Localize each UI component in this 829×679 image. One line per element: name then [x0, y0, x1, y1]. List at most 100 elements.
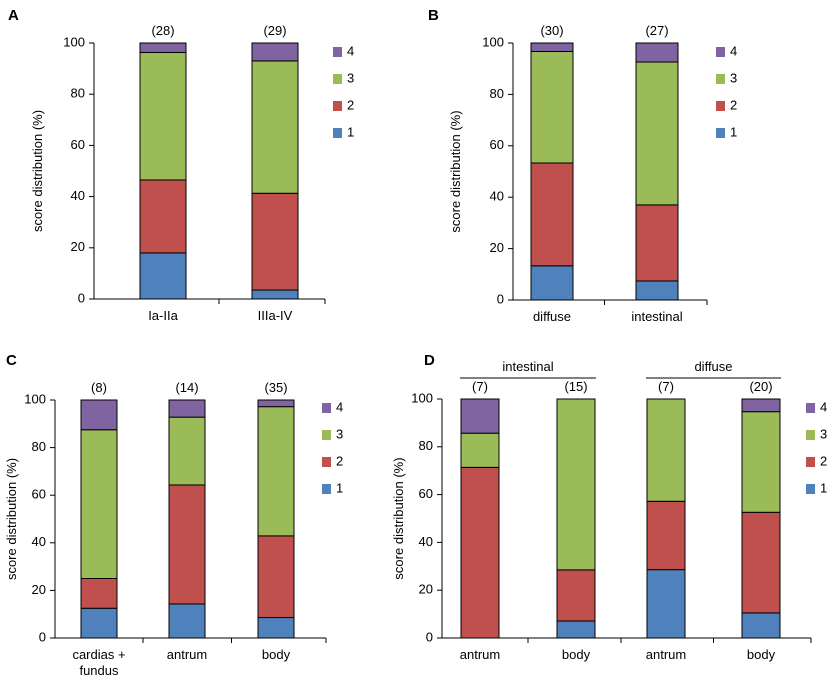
y-tick-label: 20: [419, 582, 433, 597]
legend-swatch-4: [716, 47, 725, 57]
legend-label: 3: [820, 426, 827, 441]
legend-swatch-2: [806, 457, 815, 467]
y-tick-label: 40: [419, 534, 433, 549]
y-tick-label: 20: [71, 239, 85, 254]
bar-segment-score-2: [139, 179, 187, 254]
x-tick-label: antrum: [460, 647, 500, 662]
bar-segment-score-1: [139, 252, 187, 300]
legend-swatch-4: [806, 403, 815, 413]
bar-segment-score-4: [635, 42, 679, 63]
y-axis-label: score distribution (%): [448, 110, 463, 232]
legend-swatch-3: [806, 430, 815, 440]
y-tick-label: 0: [78, 290, 85, 305]
y-tick-label: 80: [32, 439, 46, 454]
bar-segment-score-3: [460, 432, 500, 468]
legend-label: 1: [336, 480, 343, 495]
legend-label: 1: [347, 124, 354, 139]
bar-count-label: (29): [263, 23, 286, 38]
bar-segment-score-2: [168, 484, 206, 605]
y-tick-label: 80: [490, 86, 504, 101]
legend-swatch-3: [333, 74, 342, 84]
legend-label: 4: [820, 399, 827, 414]
x-tick-label: Ia-IIa: [148, 308, 178, 323]
x-tick-label: intestinal: [631, 309, 682, 324]
bar-segment-score-3: [257, 406, 295, 537]
bar-segment-score-2: [646, 500, 686, 571]
bar-segment-score-3: [251, 60, 299, 194]
bar-count-label: (7): [472, 379, 488, 394]
y-tick-label: 60: [71, 137, 85, 152]
x-tick-label: antrum: [167, 647, 207, 662]
x-tick-label: cardias +: [72, 647, 125, 662]
legend-swatch-2: [322, 457, 331, 467]
legend-swatch-1: [806, 484, 815, 494]
legend-label: 2: [347, 97, 354, 112]
bar-segment-score-4: [257, 399, 295, 408]
bar-segment-score-3: [80, 429, 118, 579]
bar-segment-score-1: [530, 265, 574, 301]
bar-count-label: (8): [91, 380, 107, 395]
x-tick-label: body: [562, 647, 591, 662]
bar-segment-score-3: [168, 416, 206, 486]
bar-count-label: (14): [175, 380, 198, 395]
panel-letter: B: [428, 7, 439, 24]
legend-swatch-2: [716, 101, 725, 111]
bar-count-label: (35): [264, 380, 287, 395]
bar-segment-score-2: [257, 535, 295, 619]
y-tick-label: 40: [32, 534, 46, 549]
legend-label: 2: [336, 453, 343, 468]
legend-swatch-2: [333, 101, 342, 111]
y-tick-label: 20: [490, 240, 504, 255]
legend-label: 2: [730, 97, 737, 112]
bar-segment-score-4: [139, 42, 187, 53]
bar-count-label: (20): [749, 379, 772, 394]
bar-segment-score-2: [556, 569, 596, 622]
bar-count-label: (30): [540, 23, 563, 38]
bar-segment-score-4: [168, 399, 206, 418]
x-tick-label: IIIa-IV: [258, 308, 293, 323]
bar-count-label: (27): [645, 23, 668, 38]
bar-count-label: (7): [658, 379, 674, 394]
bar-segment-score-1: [168, 603, 206, 639]
y-tick-label: 0: [426, 629, 433, 644]
bar-segment-score-3: [741, 411, 781, 513]
bar-segment-score-4: [741, 398, 781, 413]
y-tick-label: 40: [490, 189, 504, 204]
bar-segment-score-4: [530, 42, 574, 52]
bar-segment-score-2: [80, 578, 118, 609]
legend-label: 4: [730, 43, 737, 58]
panel-letter: A: [8, 7, 19, 24]
y-tick-label: 20: [32, 582, 46, 597]
bar-segment-score-3: [139, 51, 187, 181]
x-tick-label: body: [262, 647, 291, 662]
bar-segment-score-4: [251, 42, 299, 62]
legend-label: 3: [336, 426, 343, 441]
y-tick-label: 60: [490, 137, 504, 152]
y-tick-label: 40: [71, 188, 85, 203]
y-tick-label: 80: [419, 438, 433, 453]
y-tick-label: 60: [419, 486, 433, 501]
bar-segment-score-1: [635, 280, 679, 301]
y-tick-label: 0: [497, 291, 504, 306]
y-tick-label: 100: [482, 34, 504, 49]
legend-label: 4: [336, 399, 343, 414]
bar-segment-score-3: [556, 398, 596, 571]
y-tick-label: 100: [24, 391, 46, 406]
x-tick-label: antrum: [646, 647, 686, 662]
bar-segment-score-1: [646, 569, 686, 639]
legend-label: 3: [347, 70, 354, 85]
legend-swatch-1: [333, 128, 342, 138]
group-label: intestinal: [502, 359, 553, 374]
y-tick-label: 0: [39, 629, 46, 644]
legend-label: 1: [730, 124, 737, 139]
bar-segment-score-3: [530, 50, 574, 164]
bar-segment-score-1: [257, 617, 295, 639]
bar-segment-score-4: [80, 399, 118, 431]
y-tick-label: 100: [63, 34, 85, 49]
bar-segment-score-1: [741, 612, 781, 639]
bar-segment-score-1: [251, 289, 299, 300]
bar-segment-score-1: [80, 607, 118, 639]
